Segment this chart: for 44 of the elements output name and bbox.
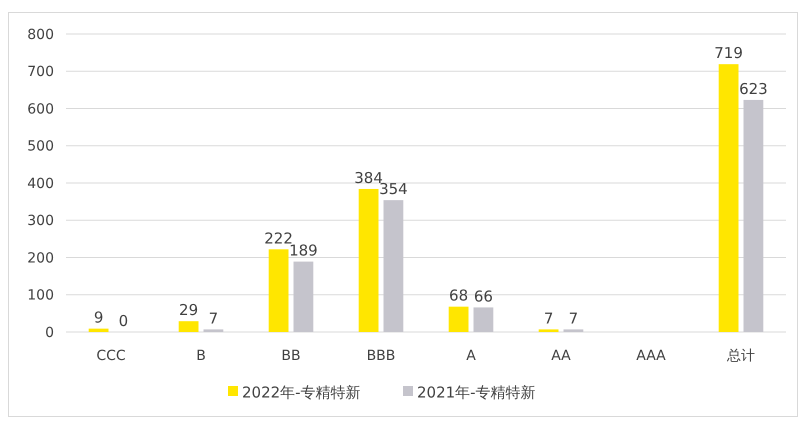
x-tick-label: CCC: [96, 348, 126, 364]
bar: [744, 100, 764, 332]
data-label: 7: [544, 309, 554, 328]
bar: [88, 328, 108, 332]
data-label: 9: [94, 308, 104, 327]
bar: [268, 249, 288, 332]
bar: [538, 329, 558, 332]
y-tick-label: 400: [27, 176, 54, 192]
y-tick-label: 500: [27, 138, 54, 155]
bar: [564, 329, 584, 332]
data-label: 719: [714, 44, 743, 62]
bar: [358, 188, 378, 332]
bar: [718, 64, 738, 332]
x-tick-label: BB: [281, 348, 301, 364]
data-label: 0: [118, 312, 128, 330]
y-tick-label: 700: [27, 64, 54, 80]
legend-label: 2022年-专精特新: [242, 383, 361, 402]
data-label: 623: [739, 80, 768, 98]
y-tick-label: 0: [45, 324, 54, 341]
data-label: 68: [449, 286, 468, 305]
y-tick-label: 100: [27, 288, 54, 304]
legend-label: 2021年-专精特新: [417, 383, 536, 402]
y-tick-label: 800: [27, 26, 54, 43]
data-label: 189: [289, 242, 318, 260]
data-label: 29: [179, 301, 198, 320]
x-tick-label: AAA: [636, 348, 666, 364]
data-label: 66: [474, 287, 493, 306]
y-tick-label: 600: [27, 101, 54, 118]
x-tick-label: B: [196, 348, 206, 364]
y-tick-label: 200: [27, 250, 54, 266]
data-label: 7: [208, 309, 218, 328]
x-tick-label: AA: [551, 348, 572, 364]
bar: [474, 307, 494, 332]
data-label: 7: [568, 309, 578, 328]
x-tick-label: A: [466, 348, 476, 364]
x-tick-label: 总计: [726, 348, 755, 364]
data-label: 384: [354, 168, 383, 187]
bar: [178, 321, 198, 332]
bar: [204, 329, 224, 332]
x-tick-label: BBB: [366, 348, 396, 364]
bar: [448, 306, 468, 332]
bar: [294, 262, 314, 332]
y-tick-label: 300: [27, 213, 54, 230]
bar: [384, 200, 404, 332]
